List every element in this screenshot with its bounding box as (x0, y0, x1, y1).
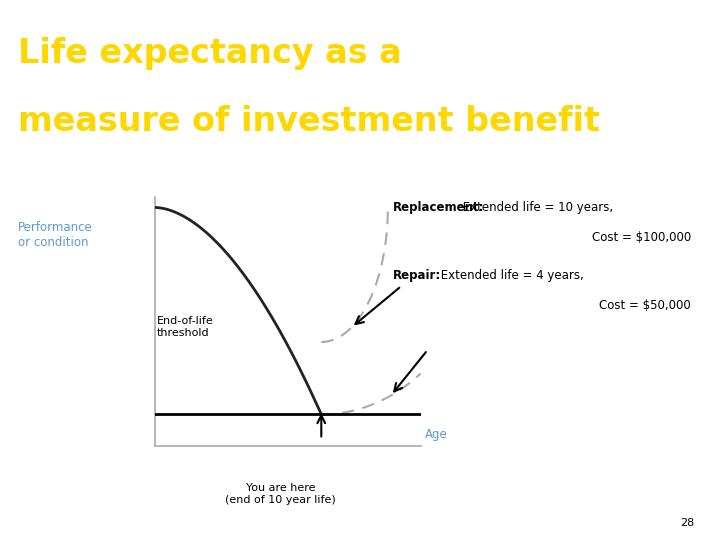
Text: Repair:: Repair: (392, 269, 441, 282)
Text: Replacement:: Replacement: (392, 201, 484, 214)
Text: Performance
or condition: Performance or condition (18, 221, 93, 249)
Text: Extended life = 4 years,: Extended life = 4 years, (437, 269, 584, 282)
Text: 28: 28 (680, 518, 695, 528)
Text: End-of-life
threshold: End-of-life threshold (157, 316, 214, 338)
Text: Extended life = 10 years,: Extended life = 10 years, (459, 201, 613, 214)
Text: Life expectancy as a: Life expectancy as a (18, 37, 402, 70)
Text: measure of investment benefit: measure of investment benefit (18, 105, 600, 138)
Text: You are here
(end of 10 year life): You are here (end of 10 year life) (225, 483, 336, 505)
Text: Age: Age (425, 428, 448, 441)
Text: Cost = $50,000: Cost = $50,000 (600, 299, 691, 312)
Text: Cost = $100,000: Cost = $100,000 (592, 231, 691, 244)
